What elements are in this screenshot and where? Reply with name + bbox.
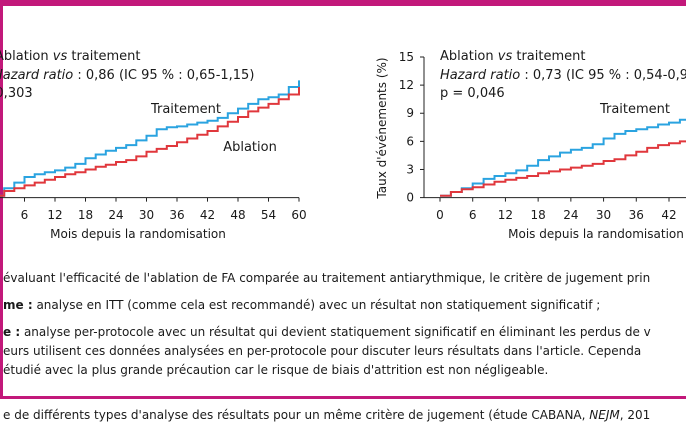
right-x-tick-label: 18 bbox=[531, 208, 546, 222]
right-y-axis-label: Taux d'événements (%) bbox=[375, 57, 389, 199]
right-stats-line-3: p = 0,046 bbox=[440, 86, 505, 101]
right-stats-line-1: Ablation vs traitement bbox=[440, 49, 585, 64]
caption-line-5: étudié avec la plus grande précaution ca… bbox=[3, 363, 549, 377]
left-stats-line-2: Hazard ratio : 0,86 (IC 95 % : 0,65-1,15… bbox=[0, 68, 254, 83]
left-x-tick-label: 18 bbox=[78, 208, 93, 222]
left-x-tick-label: 42 bbox=[200, 208, 215, 222]
caption-line-2: me : analyse en ITT (comme cela est reco… bbox=[3, 298, 601, 312]
right-y-tick-label: 0 bbox=[406, 191, 414, 205]
left-x-axis-label: Mois depuis la randomisation bbox=[50, 227, 226, 241]
right-stats-line-2: Hazard ratio : 0,73 (IC 95 % : 0,54-0,99… bbox=[440, 68, 686, 83]
right-series-ablation-line bbox=[440, 140, 686, 197]
right-x-axis-label: Mois depuis la randomisation bbox=[508, 227, 684, 241]
right-y-tick-label: 15 bbox=[399, 50, 414, 64]
right-series-traitement-label: Traitement bbox=[599, 102, 670, 117]
frame-top-bar bbox=[0, 0, 686, 6]
left-series-ablation-line bbox=[0, 87, 300, 197]
right-y-tick-label: 12 bbox=[399, 78, 414, 92]
left-series-ablation-label: Ablation bbox=[223, 140, 277, 155]
right-series-traitement-line bbox=[440, 118, 686, 197]
right-x-tick-label: 0 bbox=[436, 208, 444, 222]
left-x-tick-label: 24 bbox=[108, 208, 123, 222]
left-x-tick-label: 6 bbox=[21, 208, 29, 222]
right-x-tick-label: 24 bbox=[563, 208, 578, 222]
caption-line-1: évaluant l'efficacité de l'ablation de F… bbox=[3, 271, 651, 285]
right-y-tick-label: 3 bbox=[406, 162, 414, 176]
right-y-tick-label: 9 bbox=[406, 106, 414, 120]
left-stats-line-3: p = 0,303 bbox=[0, 86, 33, 101]
left-x-tick-label: 54 bbox=[261, 208, 276, 222]
section-divider bbox=[0, 396, 686, 399]
right-y-tick-label: 6 bbox=[406, 134, 414, 148]
left-x-tick-label: 48 bbox=[230, 208, 245, 222]
left-x-tick-label: 36 bbox=[169, 208, 184, 222]
right-x-tick-label: 12 bbox=[498, 208, 513, 222]
right-x-tick-label: 6 bbox=[469, 208, 477, 222]
chart-left-group: 6 12 18 24 30 36 42 48 54 60 Mois depuis la random… bbox=[0, 49, 307, 241]
caption-line-3: e : analyse per-protocole avec un résult… bbox=[3, 325, 651, 339]
figure-caption: e de différents types d'analyse des résu… bbox=[3, 408, 651, 422]
right-x-tick-label: 36 bbox=[629, 208, 644, 222]
left-x-tick-label: 30 bbox=[139, 208, 154, 222]
left-x-tick-label: 60 bbox=[291, 208, 306, 222]
left-series-traitement-line bbox=[0, 80, 300, 197]
left-x-tick-label: 12 bbox=[47, 208, 62, 222]
right-x-tick-label: 42 bbox=[661, 208, 676, 222]
caption-line-4: eurs utilisent ces données analysées en … bbox=[3, 344, 642, 358]
left-stats-line-1: Ablation vs traitement bbox=[0, 49, 140, 64]
left-series-traitement-label: Traitement bbox=[150, 102, 221, 117]
right-x-tick-label: 30 bbox=[596, 208, 611, 222]
